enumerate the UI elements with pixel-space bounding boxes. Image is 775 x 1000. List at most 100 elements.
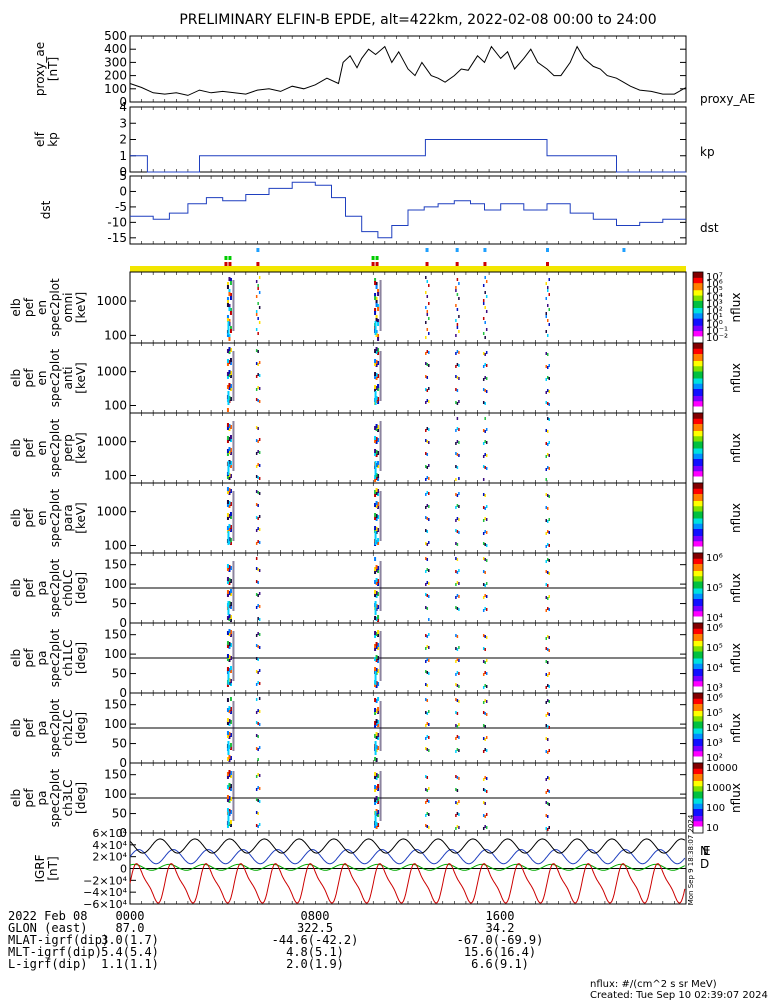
spectrogram-pixel <box>226 590 229 594</box>
spectrogram-pixel <box>482 401 485 404</box>
colorbar-cell <box>693 647 703 650</box>
spectrogram-pixel <box>425 570 427 573</box>
spectrogram-pixel <box>455 542 457 545</box>
spectrogram-pixel <box>485 826 488 829</box>
orbit-marker <box>375 262 379 266</box>
spectrogram-pixel <box>456 607 459 610</box>
spectrogram-pixel <box>545 312 547 315</box>
colorbar-cell <box>693 808 703 811</box>
spectrogram-pixel <box>377 710 380 714</box>
spectrogram-pixel <box>374 426 377 430</box>
colorbar-cell <box>693 344 703 347</box>
spectrogram-pixel <box>377 723 380 727</box>
colorbar-cell <box>693 519 703 522</box>
spectrogram-pixel <box>456 802 459 805</box>
colorbar-cell <box>693 826 703 829</box>
colorbar-tick-label: 10² <box>706 753 723 764</box>
spectrogram-pixel <box>228 614 231 618</box>
colorbar-cell <box>693 427 703 430</box>
spectrogram-pixel <box>258 723 261 726</box>
elb pef pa spec2plot ch3LC-tick-label: 0 <box>119 826 127 840</box>
spectrogram-pixel <box>229 374 232 378</box>
colorbar-cell <box>693 316 703 319</box>
spectrogram-pixel <box>428 284 430 287</box>
spectrogram-pixel <box>485 454 488 457</box>
spectrogram-pixel <box>374 385 377 389</box>
spectrogram-pixel <box>545 468 547 471</box>
spectrogram-pixel <box>482 570 485 573</box>
y-axis-label: pef <box>22 438 36 458</box>
colorbar-cell <box>693 528 703 531</box>
spectrogram-pixel <box>377 461 380 465</box>
spectrogram-pixel <box>229 810 232 814</box>
spectrogram-pixel <box>226 775 229 779</box>
spectrogram-pixel <box>458 454 460 457</box>
colorbar-cell <box>693 490 703 493</box>
orbit-marker <box>224 256 228 260</box>
spectrogram-pixel <box>456 658 459 661</box>
spectrogram-pixel <box>229 566 232 570</box>
spectrogram-pixel <box>455 634 457 637</box>
colorbar-cell <box>693 560 703 563</box>
spectrogram-pixel <box>375 303 378 307</box>
spectrogram-pixel <box>379 280 382 331</box>
colorbar-cell <box>693 532 703 535</box>
colorbar-cell <box>693 462 703 465</box>
spectrogram-pixel <box>455 452 457 455</box>
spectrogram-pixel <box>257 786 259 789</box>
spectrogram-pixel <box>228 488 231 492</box>
spectrogram-pixel <box>425 306 427 309</box>
spectrogram-pixel <box>255 375 258 378</box>
spectrogram-pixel <box>485 713 488 716</box>
colorbar-cell <box>693 735 703 738</box>
spectrogram-pixel <box>456 671 459 674</box>
colorbar-cell <box>693 351 703 354</box>
colorbar-cell <box>693 771 703 774</box>
spectrogram-pixel <box>377 477 380 481</box>
spectrogram-pixel <box>226 708 229 712</box>
spectrogram-pixel <box>229 707 232 711</box>
spectrogram-pixel <box>258 541 261 544</box>
colorbar-tick-label: 10⁰ <box>706 319 723 330</box>
y-axis-label: en <box>35 441 49 456</box>
spectrogram-pixel <box>426 376 429 379</box>
spectrogram-pixel <box>484 507 486 510</box>
spectrogram-pixel <box>428 400 430 403</box>
spectrogram-pixel <box>484 417 486 420</box>
spectrogram-pixel <box>229 438 232 442</box>
spectrogram-pixel <box>377 505 380 509</box>
y-axis-label: spec2plot <box>48 628 62 687</box>
spectrogram-pixel <box>228 337 231 341</box>
colorbar-cell <box>693 789 703 792</box>
spectrogram-pixel <box>425 465 427 468</box>
spectrogram-pixel <box>456 581 459 584</box>
spectrogram-pixel <box>458 582 460 585</box>
spectrogram-pixel <box>255 295 258 298</box>
colorbar-cell <box>693 418 703 421</box>
spectrogram-pixel <box>455 827 457 830</box>
spectrogram-pixel <box>228 658 231 662</box>
spectrogram-pixel <box>545 330 547 333</box>
side-timestamp: Mon Sep 9 18:38:07 2024 <box>687 814 695 905</box>
spectrogram-pixel <box>484 494 486 497</box>
spectrogram-pixel <box>226 721 229 725</box>
colorbar-cell <box>693 784 703 787</box>
orbit-value-0000: 5.4(5.4) <box>101 945 159 959</box>
orbit-marker <box>224 262 228 266</box>
spectrogram-pixel <box>485 544 488 547</box>
spectrogram-pixel <box>456 812 459 815</box>
spectrogram-pixel <box>425 542 427 545</box>
y-axis-label: pef <box>22 648 36 668</box>
spectrogram-pixel <box>426 812 429 815</box>
spectrogram-pixel <box>485 749 488 752</box>
spectrogram-pixel <box>428 505 430 508</box>
spectrogram-pixel <box>257 350 259 353</box>
spectrogram-pixel <box>255 362 258 365</box>
spectrogram-pixel <box>547 597 549 600</box>
spectrogram-pixel <box>374 452 377 456</box>
dst-tick-label: 0 <box>119 184 127 198</box>
spectrogram-pixel <box>482 701 485 704</box>
spectrogram-pixel <box>482 429 485 432</box>
spectrogram-pixel <box>547 789 549 792</box>
spectrogram-pixel <box>484 440 486 443</box>
